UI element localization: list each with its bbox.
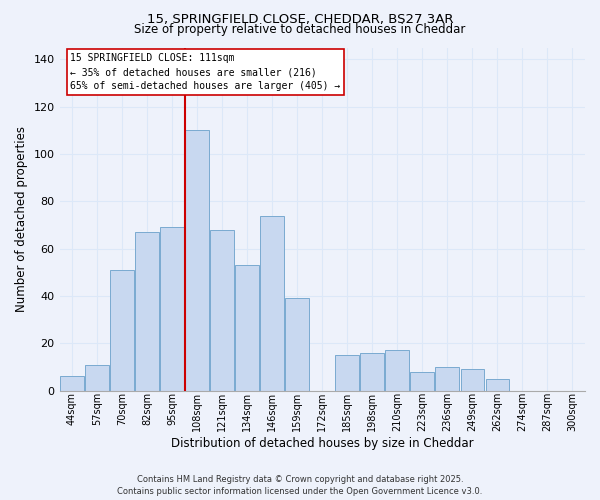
Bar [85,364,109,390]
Bar [461,370,484,390]
Y-axis label: Number of detached properties: Number of detached properties [15,126,28,312]
Bar [135,232,159,390]
Bar [286,298,309,390]
Text: Size of property relative to detached houses in Cheddar: Size of property relative to detached ho… [134,22,466,36]
Text: 15, SPRINGFIELD CLOSE, CHEDDAR, BS27 3AR: 15, SPRINGFIELD CLOSE, CHEDDAR, BS27 3AR [147,12,453,26]
Bar [335,355,359,390]
Bar [110,270,134,390]
Bar [385,350,409,391]
Bar [60,376,84,390]
Bar [361,353,384,391]
X-axis label: Distribution of detached houses by size in Cheddar: Distribution of detached houses by size … [171,437,473,450]
Text: Contains HM Land Registry data © Crown copyright and database right 2025.
Contai: Contains HM Land Registry data © Crown c… [118,474,482,496]
Text: 15 SPRINGFIELD CLOSE: 111sqm
← 35% of detached houses are smaller (216)
65% of s: 15 SPRINGFIELD CLOSE: 111sqm ← 35% of de… [70,52,340,92]
Bar [235,265,259,390]
Bar [260,216,284,390]
Bar [410,372,434,390]
Bar [185,130,209,390]
Bar [210,230,234,390]
Bar [485,379,509,390]
Bar [436,367,459,390]
Bar [160,228,184,390]
